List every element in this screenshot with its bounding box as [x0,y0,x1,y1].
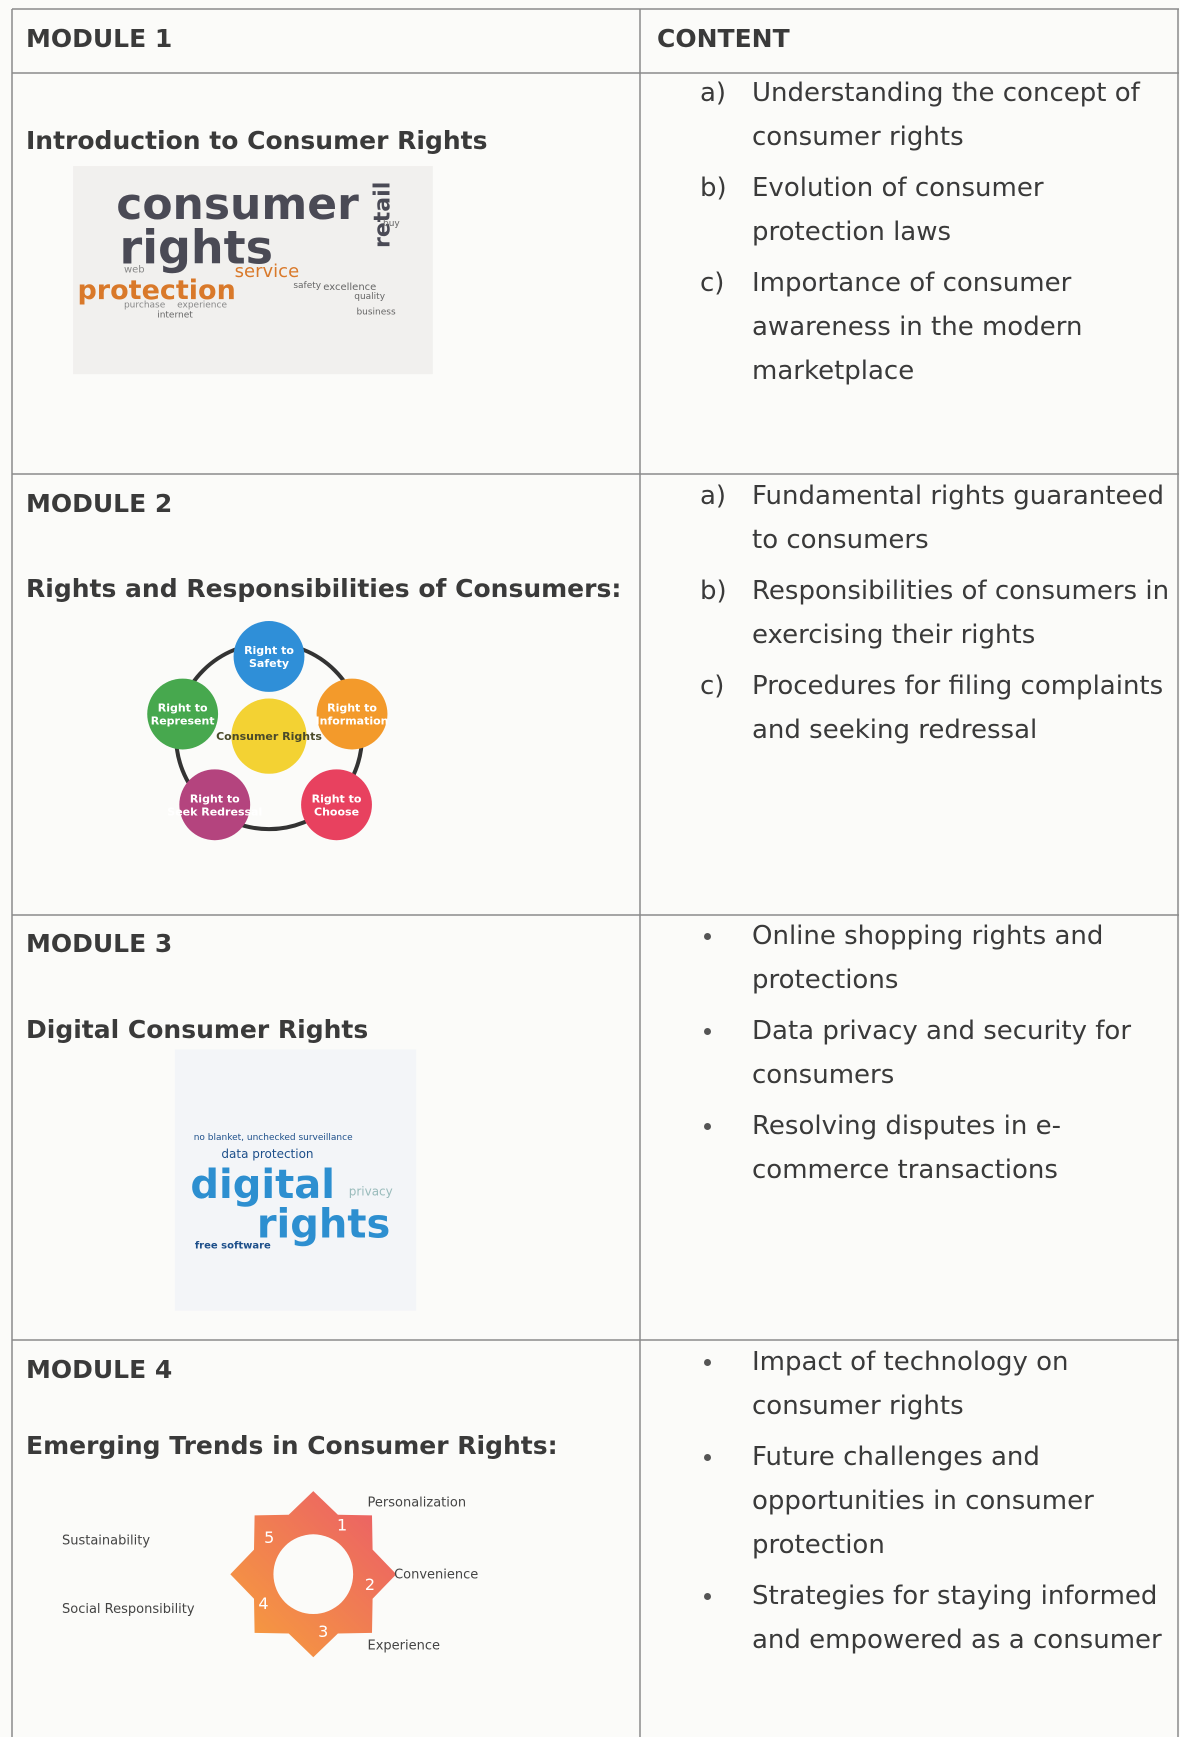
word: free software [195,1241,271,1252]
diagram-label: Experience [368,1638,441,1653]
module-label: MODULE 3 [26,929,173,958]
content-item: Impact of technology on consumer rights [700,1340,1178,1428]
diagram-node [316,678,388,750]
word: consumer [116,179,359,230]
bullet [704,1593,711,1600]
segment-number: 3 [318,1622,328,1641]
node-label: Right to Represent [151,702,215,728]
content-item: a) Fundamental rights guaranteed to consu… [700,474,1178,562]
item-text: Strategies for staying informed and empo… [752,1581,1162,1655]
diagram-node [233,621,305,692]
word: privacy [349,1185,393,1199]
image-background [174,1049,417,1311]
word: data protection [221,1147,313,1161]
node-label: Right to Choose [312,792,362,818]
node-label: Right to Information [316,702,389,728]
diagram-label: Personalization [368,1496,467,1511]
node-label: Right to Seek Redressal [167,792,262,818]
item-text: Understanding the concept of consumer ri… [752,78,1140,152]
node-label: Right to Safety [244,644,294,670]
content-item: b) Evolution of consumer protection laws [700,166,1178,254]
item-text: Future challenges and opportunities in c… [752,1442,1094,1560]
content-item: Strategies for staying informed and empo… [700,1574,1178,1662]
diagram-label: Convenience [394,1568,478,1583]
item-text: Impact of technology on consumer rights [752,1347,1069,1421]
content-list: a) Fundamental rights guaranteed to consu… [700,474,1178,759]
word: rights [257,1202,390,1248]
item-marker: a) [700,78,727,108]
diagram-node [179,769,251,841]
word: retail [371,182,396,248]
item-text: Importance of consumer awareness in the … [752,268,1083,386]
content-item: Data privacy and security for consumers [700,1009,1178,1097]
module-heading: Introduction to Consumer Rights [26,126,488,155]
word: business [356,307,396,317]
word: digital [190,1162,335,1208]
word: protection [77,275,235,306]
header-content: CONTENT [657,24,790,53]
segment-number: 1 [337,1515,347,1534]
content-item: a) Understanding the concept of consumer … [700,71,1178,159]
module-heading: Digital Consumer Rights [26,1015,369,1044]
content-list: Online shopping rights and protections Da… [700,914,1178,1199]
item-text: Fundamental rights guaranteed to consume… [752,481,1164,555]
segment-number: 2 [365,1575,375,1594]
content-item: Future challenges and opportunities in c… [700,1435,1178,1567]
item-marker: a) [700,481,727,511]
image-background [73,166,433,375]
content-item: c) Procedures for filing complaints and s… [700,664,1178,752]
item-text: Resolving disputes in e-commerce transac… [752,1111,1062,1185]
content-list: Impact of technology on consumer rights F… [700,1340,1178,1669]
word: buy [383,219,400,229]
content-item: c) Importance of consumer awareness in th… [700,261,1178,393]
word: quality [354,292,385,302]
word: experience [177,301,227,311]
item-text: Responsibilities of consumers in exercis… [752,576,1170,650]
word: rights [120,220,274,274]
header-module: MODULE 1 [26,24,173,53]
content-list: a) Understanding the concept of consumer … [700,71,1178,400]
bullet [704,1028,711,1035]
diagram-node [147,678,219,750]
word: excellence [323,282,376,293]
segment-number: 4 [258,1594,268,1613]
content-item: Resolving disputes in e-commerce transac… [700,1104,1178,1192]
module-heading: Rights and Responsibilities of Consumers… [26,574,622,603]
module-label: MODULE 4 [26,1355,173,1384]
module-label: MODULE 2 [26,489,173,518]
bullet [704,1359,711,1366]
segment-number: 5 [264,1528,274,1547]
item-marker: b) [700,576,727,606]
item-marker: b) [700,173,727,203]
ring-hole [273,1534,354,1615]
item-marker: c) [700,268,725,298]
diagram-label: Social Responsibility [62,1602,195,1617]
content-item: b) Responsibilities of consumers in exerc… [700,569,1178,657]
bullet [704,1454,711,1461]
diagram-node [301,769,372,841]
word: web [124,264,145,275]
item-text: Online shopping rights and protections [752,921,1104,995]
word: no blanket, unchecked surveillance [194,1133,353,1143]
bullet [704,933,711,940]
module-heading: Emerging Trends in Consumer Rights: [26,1431,558,1460]
word: safety [293,281,321,291]
node-label: Consumer Rights [216,730,322,743]
bullet [704,1123,711,1130]
item-text: Evolution of consumer protection laws [752,173,1044,247]
item-marker: c) [700,671,725,701]
item-text: Data privacy and security for consumers [752,1016,1132,1090]
item-text: Procedures for filing complaints and see… [752,671,1164,745]
word: service [235,261,299,282]
diagram-label: Sustainability [62,1533,150,1548]
content-item: Online shopping rights and protections [700,914,1178,1002]
word: internet [157,311,193,321]
diagram-node [231,698,307,774]
word: purchase [124,301,166,311]
